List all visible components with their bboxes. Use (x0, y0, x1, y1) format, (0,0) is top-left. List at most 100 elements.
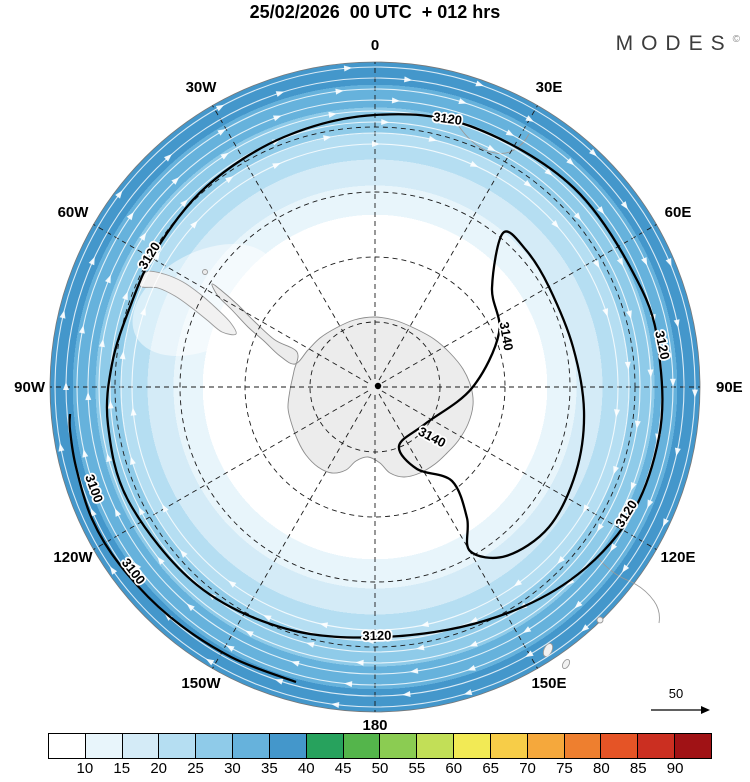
streamline-arrowhead (602, 308, 609, 317)
streamline-arrowhead (82, 449, 89, 458)
streamline-arrowhead (525, 650, 534, 658)
longitude-label: 120E (660, 549, 695, 566)
streamline-arrowhead (344, 681, 353, 688)
graticule (50, 62, 700, 712)
streamline-arrowhead (523, 179, 532, 188)
streamline-arrowhead (164, 154, 172, 162)
streamline-arrowhead (180, 199, 188, 208)
patagonia (139, 270, 237, 336)
streamline-arrowhead (58, 443, 65, 452)
streamline (120, 132, 630, 642)
streamline-arrowhead (274, 678, 284, 685)
contour-3140 (397, 230, 586, 559)
wind-reference-arrowhead (701, 706, 710, 714)
coastline-australia (597, 557, 660, 624)
streamline-arrowhead (428, 135, 438, 142)
streamline-arrowhead (525, 115, 534, 122)
streamline-arrowhead (566, 577, 575, 586)
streamline-arrowhead (622, 564, 630, 573)
streamline-arrowhead (551, 220, 559, 229)
streamline-arrowhead (613, 465, 619, 475)
colorbar-tick-label: 35 (260, 760, 278, 777)
streamline-arrowhead (138, 506, 146, 516)
streamline-arrowhead (574, 600, 583, 609)
streamline-arrowhead (610, 543, 618, 552)
colorbar-tick-label: 50 (371, 760, 389, 777)
streamline-arrowhead (122, 291, 128, 301)
streamline-arrowhead (597, 523, 604, 532)
colorbar-tick-label: 80 (592, 760, 610, 777)
streamline-arrowhead (513, 579, 523, 587)
colorbar-tick-label: 45 (334, 760, 352, 777)
wind-reference: 50 (651, 686, 710, 714)
streamline-arrowhead (620, 201, 628, 210)
streamline-arrowhead (582, 504, 590, 513)
colorbar-segment (49, 734, 86, 758)
streamline-arrowhead (328, 111, 337, 118)
streamline-arrowhead (573, 212, 582, 221)
streamline-arrowhead (225, 176, 234, 184)
colorbar-segment (122, 734, 160, 758)
meridian-line (93, 390, 369, 550)
streamline-arrowhead (157, 556, 165, 565)
longitude-label: 60W (58, 204, 90, 221)
streamline-arrowhead (228, 580, 237, 588)
geopotential-contours (68, 113, 664, 684)
streamline-arrowhead (115, 190, 123, 199)
colorbar-segment (454, 734, 491, 758)
streamline-arrowhead (544, 168, 553, 176)
island (202, 269, 208, 275)
streamline-arrowhead (674, 447, 681, 457)
streamline-arrowhead (59, 310, 66, 319)
colorbar-segment (675, 734, 711, 758)
land-masses (139, 270, 474, 478)
streamline-arrowhead (692, 389, 699, 398)
streamline-arrowhead (669, 378, 676, 387)
colorbar-segment (490, 734, 528, 758)
colorbar-tick-label: 55 (408, 760, 426, 777)
streamline-arrowhead (126, 211, 134, 221)
streamline-arrowhead (171, 177, 180, 185)
colorbar-tick-label: 15 (113, 760, 131, 777)
streamline-arrowhead (114, 508, 122, 517)
streamline-arrowhead (588, 148, 597, 157)
colorbar-tick-label: 40 (297, 760, 315, 777)
colorbar-segment (269, 734, 307, 758)
colorbar-tick-label: 20 (150, 760, 167, 777)
streamline-arrowhead (458, 98, 467, 105)
longitude-label: 0 (371, 37, 379, 54)
longitude-label: 60E (665, 204, 692, 221)
streamline-arrowhead (596, 206, 605, 215)
meridian-line (93, 224, 369, 384)
streamline-arrowhead (215, 104, 225, 112)
streamline-arrowhead (626, 310, 632, 319)
contour-label: 3120 (362, 628, 391, 644)
streamline-arrowhead (220, 152, 229, 160)
streamline-arrowhead (613, 409, 620, 418)
streamline-arrowhead (90, 508, 97, 517)
streamline-arrowhead (331, 702, 340, 708)
streamline-arrowhead (365, 638, 374, 645)
streamlines-group (54, 65, 699, 708)
colorbar-labels: 10 15 20 25 30 35 40 45 50 55 60 65 70 75 80 85 90 (48, 760, 712, 780)
streamline (76, 88, 674, 686)
streamline-arrowhead (487, 144, 496, 152)
pole-marker (374, 382, 382, 390)
chart-title: 25/02/2026 00 UTC + 012 hrs (249, 2, 501, 22)
streamline-arrowhead (272, 162, 281, 169)
streamline-arrowhead (153, 251, 160, 261)
streamline-arrowhead (226, 645, 235, 652)
streamline-arrowhead (522, 626, 532, 634)
colorbar-segment (343, 734, 381, 758)
streamline-arrowhead (272, 115, 282, 122)
latitude-circle (179, 191, 571, 583)
streamline-arrowhead (391, 97, 401, 104)
streamline-arrowhead (133, 562, 142, 571)
meridian-line (378, 105, 538, 381)
streamline-arrowhead (630, 482, 637, 491)
streamline-arrowhead (404, 76, 413, 83)
colorbar-segment (85, 734, 123, 758)
streamline-arrowhead (110, 566, 118, 575)
modes-logo: MODES© (616, 32, 740, 56)
meridian-line (212, 393, 372, 669)
